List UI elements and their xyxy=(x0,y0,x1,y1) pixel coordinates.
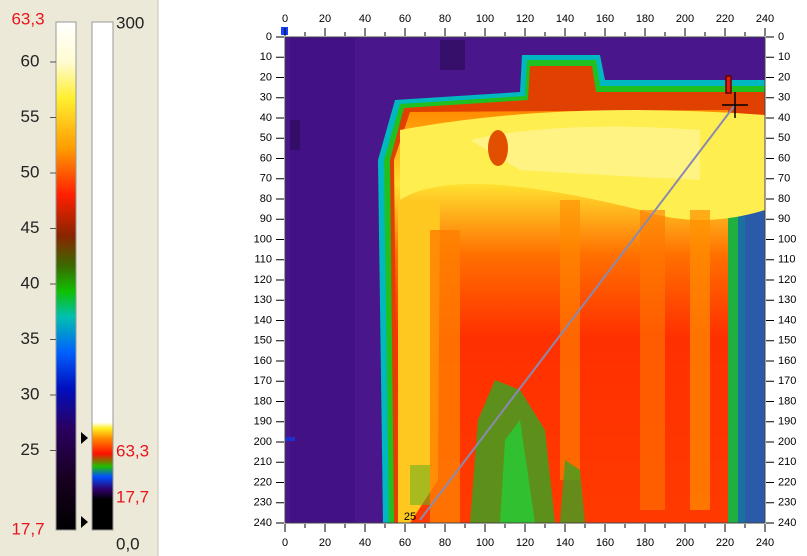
thermal-viewer: 63,3 17,7 6055504540353025 300 63,3 17,7… xyxy=(0,0,807,556)
x-tick-label-bottom: 100 xyxy=(476,537,494,549)
y-tick-label-left: 30 xyxy=(260,92,272,104)
y-tick-label-left: 0 xyxy=(266,31,272,43)
y-tick-label-right: 120 xyxy=(778,274,796,286)
x-tick-label-top: 60 xyxy=(399,13,411,25)
x-tick-label-bottom: 200 xyxy=(676,537,694,549)
x-tick-label-bottom: 120 xyxy=(516,537,534,549)
y-tick-label-left: 20 xyxy=(260,71,272,83)
y-tick-label-left: 130 xyxy=(254,294,272,306)
scale-max: 63,3 xyxy=(11,9,44,28)
y-tick-label-right: 130 xyxy=(778,294,796,306)
y-tick-label-left: 40 xyxy=(260,112,272,124)
range-high: 63,3 xyxy=(116,441,149,460)
y-tick-label-right: 90 xyxy=(778,213,790,225)
y-tick-label-right: 20 xyxy=(778,71,790,83)
y-tick-label-right: 140 xyxy=(778,314,796,326)
scale-tick-label: 55 xyxy=(21,107,40,126)
y-tick-label-left: 90 xyxy=(260,213,272,225)
y-tick-label-right: 180 xyxy=(778,395,796,407)
color-scale xyxy=(56,22,76,530)
x-tick-label-top: 200 xyxy=(676,13,694,25)
y-tick-label-right: 50 xyxy=(778,132,790,144)
scale-tick-label: 60 xyxy=(21,51,40,70)
y-tick-label-right: 30 xyxy=(778,92,790,104)
x-tick-label-bottom: 140 xyxy=(556,537,574,549)
x-tick-label-bottom: 20 xyxy=(319,537,331,549)
y-tick-label-left: 80 xyxy=(260,193,272,205)
y-tick-label-right: 230 xyxy=(778,497,796,509)
x-tick-label-bottom: 180 xyxy=(636,537,654,549)
y-tick-label-right: 100 xyxy=(778,233,796,245)
y-tick-label-right: 60 xyxy=(778,152,790,164)
scale-tick-label: 30 xyxy=(21,384,40,403)
scale-tick-label: 35 xyxy=(21,329,40,348)
y-tick-label-left: 170 xyxy=(254,375,272,387)
y-tick-label-left: 210 xyxy=(254,456,272,468)
y-tick-label-left: 50 xyxy=(260,132,272,144)
y-tick-label-left: 230 xyxy=(254,497,272,509)
x-tick-label-bottom: 80 xyxy=(439,537,451,549)
y-tick-label-right: 200 xyxy=(778,436,796,448)
y-tick-label-right: 80 xyxy=(778,193,790,205)
y-tick-label-right: 10 xyxy=(778,51,790,63)
y-tick-label-left: 110 xyxy=(254,254,272,266)
y-tick-label-left: 10 xyxy=(260,51,272,63)
y-tick-label-right: 210 xyxy=(778,456,796,468)
x-tick-label-top: 100 xyxy=(476,13,494,25)
x-tick-label-top: 120 xyxy=(516,13,534,25)
x-tick-label-bottom: 60 xyxy=(399,537,411,549)
x-tick-label-top: 240 xyxy=(756,13,774,25)
y-tick-label-left: 240 xyxy=(254,517,272,529)
scale-min: 17,7 xyxy=(11,519,44,538)
x-tick-label-bottom: 40 xyxy=(359,537,371,549)
y-tick-label-left: 100 xyxy=(254,233,272,245)
y-tick-label-left: 60 xyxy=(260,152,272,164)
y-tick-label-right: 150 xyxy=(778,335,796,347)
thermal-image[interactable] xyxy=(285,37,765,523)
y-tick-label-right: 240 xyxy=(778,517,796,529)
x-tick-label-top: 20 xyxy=(319,13,331,25)
y-tick-label-left: 70 xyxy=(260,173,272,185)
x-tick-label-top: 0 xyxy=(282,13,288,25)
scale-tick-label: 25 xyxy=(21,440,40,459)
range-bar xyxy=(92,22,113,530)
x-tick-label-top: 160 xyxy=(596,13,614,25)
x-tick-label-bottom: 220 xyxy=(716,537,734,549)
x-tick-label-bottom: 240 xyxy=(756,537,774,549)
y-tick-label-left: 120 xyxy=(254,274,272,286)
y-tick-label-right: 170 xyxy=(778,375,796,387)
range-bottom: 0,0 xyxy=(116,534,140,553)
x-tick-label-bottom: 160 xyxy=(596,537,614,549)
y-tick-label-right: 0 xyxy=(778,31,784,43)
y-tick-label-left: 150 xyxy=(254,335,272,347)
scale-tick-label: 45 xyxy=(21,218,40,237)
y-tick-label-left: 160 xyxy=(254,355,272,367)
cursor-label: 25 xyxy=(404,511,416,523)
y-tick-label-left: 200 xyxy=(254,436,272,448)
x-tick-label-top: 180 xyxy=(636,13,654,25)
y-tick-label-left: 190 xyxy=(254,416,272,428)
y-tick-label-right: 40 xyxy=(778,112,790,124)
y-tick-label-left: 220 xyxy=(254,476,272,488)
range-low: 17,7 xyxy=(116,487,149,506)
scale-tick-label: 50 xyxy=(21,162,40,181)
y-tick-label-right: 160 xyxy=(778,355,796,367)
y-tick-label-left: 180 xyxy=(254,395,272,407)
y-tick-label-left: 140 xyxy=(254,314,272,326)
y-tick-label-right: 70 xyxy=(778,173,790,185)
scale-tick-label: 40 xyxy=(21,273,40,292)
x-tick-label-bottom: 0 xyxy=(282,537,288,549)
x-tick-label-top: 220 xyxy=(716,13,734,25)
x-tick-label-top: 80 xyxy=(439,13,451,25)
x-tick-label-top: 40 xyxy=(359,13,371,25)
y-tick-label-right: 190 xyxy=(778,416,796,428)
y-tick-label-right: 220 xyxy=(778,476,796,488)
range-top: 300 xyxy=(116,13,144,32)
x-tick-label-top: 140 xyxy=(556,13,574,25)
y-tick-label-right: 110 xyxy=(778,254,796,266)
